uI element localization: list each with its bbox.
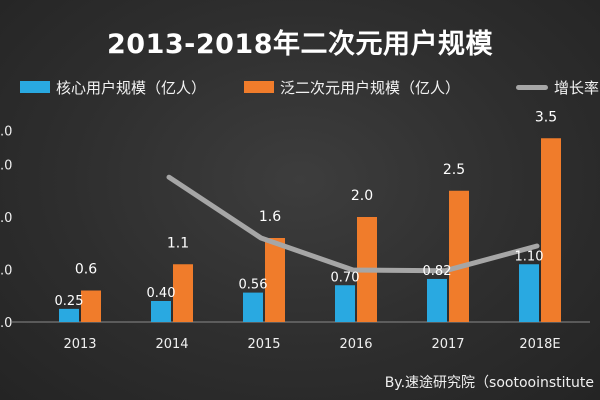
legend-swatch-pan [244,81,274,93]
bar-core [519,264,539,322]
bar-pan [173,264,193,322]
legend-swatch-growth [516,84,548,90]
y-tick-label: .0 [0,159,12,174]
bar-core [59,308,79,322]
x-tick-label: 2017 [431,337,464,352]
data-label-core: 0.25 [55,294,84,309]
bar-core [335,285,355,322]
data-label-core: 0.56 [239,278,268,293]
x-tick-label: 2013 [63,337,96,352]
growth-line [166,174,540,274]
legend-item-growth: 增长率 [516,78,600,97]
data-label-core: 0.82 [423,264,452,279]
chart-title: 2013-2018年二次元用户规模 [107,29,493,60]
data-label-core: 1.10 [515,249,544,264]
x-tick-label: 2016 [339,337,372,352]
y-tick-label: .0 [0,211,12,226]
data-label-pan: 1.1 [167,235,189,251]
legend-label-growth: 增长率 [554,78,600,97]
data-label-pan: 0.6 [75,262,97,278]
legend-swatch-core [20,81,50,93]
data-label-pan: 3.5 [535,109,557,125]
x-tick-label: 2015 [247,337,280,352]
x-tick-label: 2014 [155,337,188,352]
y-tick-label: .0 [0,316,12,331]
legend-label-pan: 泛二次元用户规模（亿人） [280,78,461,97]
data-label-pan: 2.5 [443,162,465,178]
y-tick-label: .0 [0,124,12,139]
bar-pan [81,290,101,322]
source-note: By.速途研究院（sootooinstitute [384,375,594,391]
legend-item-core: 核心用户规模（亿人） [20,78,207,97]
bar-pan [449,190,469,322]
legend-item-pan: 泛二次元用户规模（亿人） [244,78,461,97]
y-tick-label: .0 [0,264,12,279]
bar-core [151,301,171,322]
x-tick-label: 2018E [519,337,560,352]
bar-pan [541,138,561,322]
data-label-pan: 1.6 [259,209,281,225]
data-label-pan: 2.0 [351,188,373,204]
bar-pan [265,238,285,322]
legend-label-core: 核心用户规模（亿人） [56,78,207,97]
bar-core [243,292,263,322]
data-label-core: 0.40 [147,286,176,301]
bar-core [427,278,447,322]
data-label-core: 0.70 [331,270,360,285]
